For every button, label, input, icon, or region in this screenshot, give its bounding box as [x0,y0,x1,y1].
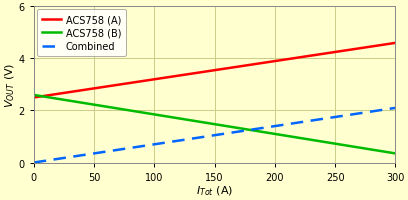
Legend: ACS758 (A), ACS758 (B), Combined: ACS758 (A), ACS758 (B), Combined [37,10,126,57]
X-axis label: $I_{Tot}$ (A): $I_{Tot}$ (A) [196,183,233,197]
Y-axis label: $V_{OUT}$ (V): $V_{OUT}$ (V) [4,62,17,108]
